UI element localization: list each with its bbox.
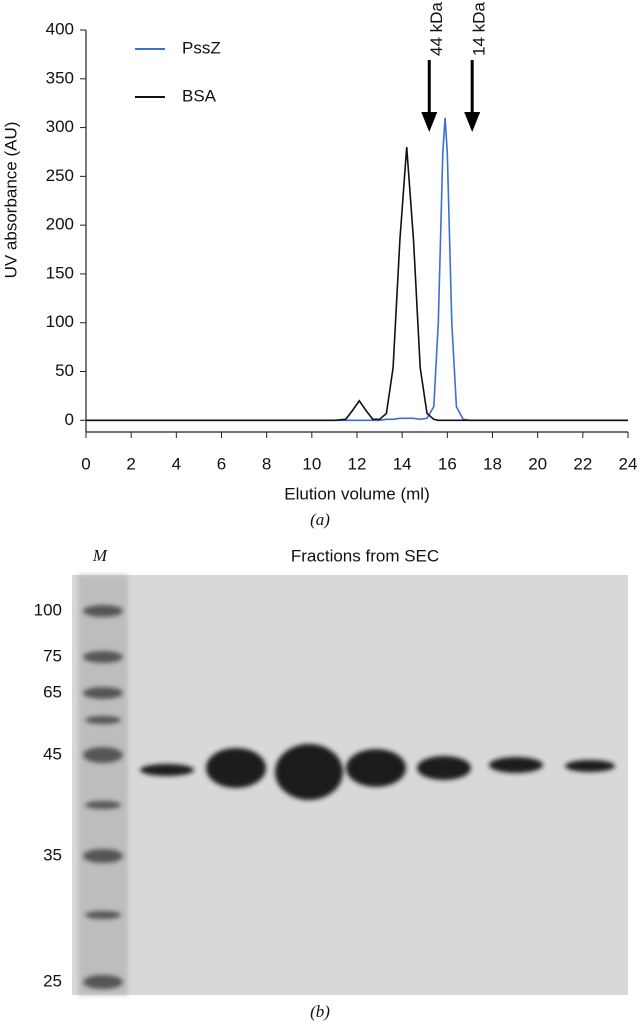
panel-label: (b): [310, 1002, 330, 1021]
marker-label: 35: [43, 845, 62, 864]
arrow-head: [464, 112, 481, 132]
y-tick-label: 400: [46, 19, 74, 38]
lane-label: M: [92, 546, 108, 565]
x-tick-label: 0: [81, 454, 90, 473]
marker-label: 75: [43, 646, 62, 665]
gel-background: [72, 575, 628, 995]
x-tick-label: 6: [217, 454, 226, 473]
x-tick-label: 4: [172, 454, 181, 473]
gel-image: [72, 575, 628, 995]
x-tick-label: 8: [262, 454, 271, 473]
marker-bands: [83, 605, 123, 989]
arrow-head: [421, 112, 438, 132]
y-tick-label: 50: [55, 361, 74, 380]
series-line: [86, 117, 628, 422]
x-axis-label: Elution volume (ml): [284, 484, 430, 503]
x-tick-label: 2: [126, 454, 135, 473]
y-tick-label: 100: [46, 312, 74, 331]
legend-label: PssZ: [182, 38, 221, 57]
x-tick-label: 16: [438, 454, 457, 473]
y-tick-label: 150: [46, 263, 74, 282]
gel-title: Fractions from SEC: [291, 546, 439, 565]
annotation: 14 kDa: [470, 2, 489, 56]
x-tick-label: 24: [619, 454, 638, 473]
x-tick-label: 10: [302, 454, 321, 473]
panel-label: (a): [310, 510, 330, 529]
marker-lane: [78, 575, 128, 995]
x-tick-label: 12: [348, 454, 367, 473]
x-tick-label: 22: [573, 454, 592, 473]
annotation: 44 kDa: [427, 2, 446, 56]
series-line: [86, 147, 628, 422]
x-tick-label: 18: [483, 454, 502, 473]
marker-label: 100: [34, 600, 62, 619]
y-tick-label: 250: [46, 166, 74, 185]
legend-label: BSA: [182, 86, 217, 105]
y-tick-label: 200: [46, 215, 74, 234]
x-tick-label: 14: [393, 454, 412, 473]
y-tick-label: 350: [46, 68, 74, 87]
marker-label: 45: [43, 744, 62, 763]
y-tick-label: 300: [46, 117, 74, 136]
y-tick-label: 0: [65, 410, 74, 429]
x-tick-label: 20: [528, 454, 547, 473]
y-axis-label: UV absorbance (AU): [1, 122, 20, 279]
sample-bands: [140, 744, 615, 800]
marker-label: 25: [43, 971, 62, 990]
marker-label: 65: [43, 682, 62, 701]
